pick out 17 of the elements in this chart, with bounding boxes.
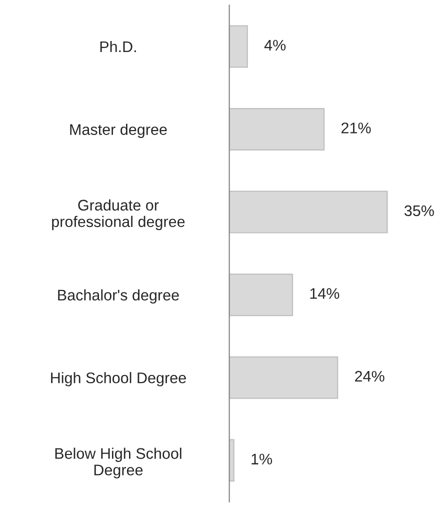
y-tick-label: Master degree — [70, 124, 167, 138]
bar — [229, 356, 338, 399]
y-tick-label: Below High School Degree — [55, 448, 182, 478]
y-tick-label: Graduate or professional degree — [52, 199, 185, 230]
data-label: 14% — [310, 288, 340, 299]
bar — [229, 25, 248, 68]
y-tick-label: High School Degree — [51, 372, 186, 386]
data-label: 21% — [342, 122, 371, 134]
y-tick-label: Ph.D. — [100, 40, 136, 52]
data-label: 24% — [355, 370, 384, 382]
data-label: 1% — [252, 454, 272, 464]
data-label: 4% — [264, 40, 286, 51]
bar — [229, 190, 388, 234]
bar — [229, 274, 294, 316]
bar — [229, 108, 325, 151]
y-tick-label: Bachalor's degree — [58, 289, 179, 304]
data-label: 35% — [404, 205, 434, 216]
